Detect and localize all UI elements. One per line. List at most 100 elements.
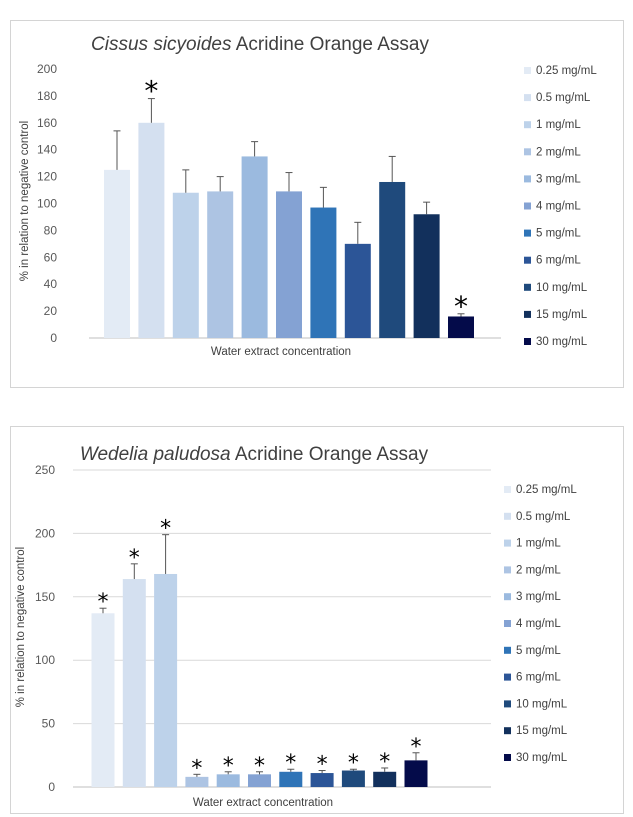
legend-swatch [504,620,511,627]
legend-label: 5 mg/mL [516,645,561,657]
bar [91,613,115,787]
legend-swatch [524,175,531,183]
y-tick-label: 50 [42,717,56,731]
bar [448,316,474,338]
chart-title-rest: Acridine Orange Assay [231,34,429,55]
y-tick-label: 100 [37,197,57,211]
significance-star: * [254,754,265,779]
legend-swatch [524,94,531,102]
y-tick-label: 160 [37,116,57,130]
chart-title-italic: Wedelia paludosa [80,444,231,465]
legend-label: 0.5 mg/mL [536,92,591,104]
bar [207,191,234,338]
chart-wedelia-svg: Wedelia paludosa Acridine Orange Assay W… [15,444,577,809]
legend-swatch [524,121,531,129]
legend-swatch [504,593,511,601]
x-axis-label: Water extract concentration [193,797,333,809]
bar [379,181,406,338]
legend-label: 0.25 mg/mL [536,65,597,77]
y-tick-label: 250 [35,463,55,477]
legend-label: 5 mg/mL [536,228,581,240]
legend-swatch [504,539,511,547]
y-tick-label: 150 [35,590,55,604]
bar [310,773,334,787]
significance-star: * [191,756,202,781]
bar [413,214,440,338]
bar [172,192,199,338]
legend-swatch [524,338,531,345]
significance-star: * [129,546,140,571]
legend-swatch [524,67,531,74]
significance-star: * [317,753,328,778]
legend-label: 3 mg/mL [516,591,561,603]
significance-star: * [98,590,109,615]
y-tick-label: 80 [44,223,58,237]
legend-swatch [504,754,511,761]
legend-swatch [524,310,531,318]
bar [373,771,397,787]
bar [344,243,371,338]
y-axis-label: % in relation to negative control [19,121,31,281]
y-tick-label: 0 [48,780,55,794]
legend-swatch [504,512,511,520]
significance-star: * [348,751,359,776]
legend-label: 1 mg/mL [516,538,561,550]
legend-label: 30 mg/mL [516,752,568,764]
significance-star: * [144,75,158,108]
y-tick-label: 0 [50,331,57,345]
significance-star: * [223,754,234,779]
y-tick-label: 200 [35,526,55,540]
legend-swatch [524,229,531,237]
legend-label: 2 mg/mL [516,564,561,576]
y-tick-label: 100 [35,653,55,667]
bar [341,770,365,787]
bar [310,207,337,338]
legend-label: 3 mg/mL [536,173,581,185]
chart-marks: 0 20 40 60 80 100 120 140 160 180 200 * * 0.25 mg/mL 0… [37,62,597,348]
chart-title: Cissus sicyoides Acridine Orange Assay [91,34,429,55]
chart-title-italic: Cissus sicyoides [91,34,232,55]
legend-swatch [504,646,511,654]
bar [138,122,165,338]
bar [104,169,130,338]
legend-swatch [504,727,511,735]
y-tick-label: 20 [44,304,58,318]
significance-star: * [411,735,422,760]
significance-star: * [285,751,296,776]
chart-title-rest: Acridine Orange Assay [231,444,429,465]
significance-star: * [454,290,468,323]
legend-label: 6 mg/mL [536,255,581,267]
legend-label: 30 mg/mL [536,336,588,348]
y-tick-label: 40 [44,277,58,291]
chart-panel-cissus: Cissus sicyoides Acridine Orange Assay W… [10,20,624,388]
chart-marks: 0 50 100 150 200 250 * * * * * * * * * * * 0.25 mg/mL 0.5 … [35,463,577,794]
legend-label: 10 mg/mL [516,698,568,710]
legend-label: 1 mg/mL [536,119,581,131]
legend-swatch [504,486,511,493]
legend-swatch [524,283,531,291]
y-tick-label: 140 [37,143,57,157]
bar [241,156,268,338]
legend-label: 10 mg/mL [536,282,588,294]
bar [122,579,146,787]
bar [404,760,428,787]
chart-cissus-svg: Cissus sicyoides Acridine Orange Assay W… [19,34,597,358]
bar [279,771,303,787]
legend-label: 0.5 mg/mL [516,511,571,523]
legend-label: 4 mg/mL [536,201,581,213]
legend-swatch [504,673,511,681]
chart-panel-wedelia: Wedelia paludosa Acridine Orange Assay W… [10,426,624,814]
legend-label: 15 mg/mL [536,309,588,321]
legend-label: 2 mg/mL [536,146,581,158]
legend-label: 6 mg/mL [516,672,561,684]
legend-label: 4 mg/mL [516,618,561,630]
y-tick-label: 200 [37,62,57,76]
legend-swatch [504,700,511,708]
bar [154,573,178,787]
legend-swatch [504,566,511,574]
y-tick-label: 60 [44,250,58,264]
legend-label: 15 mg/mL [516,725,568,737]
bar [276,191,302,338]
bar [248,774,271,787]
legend-swatch [524,148,531,156]
